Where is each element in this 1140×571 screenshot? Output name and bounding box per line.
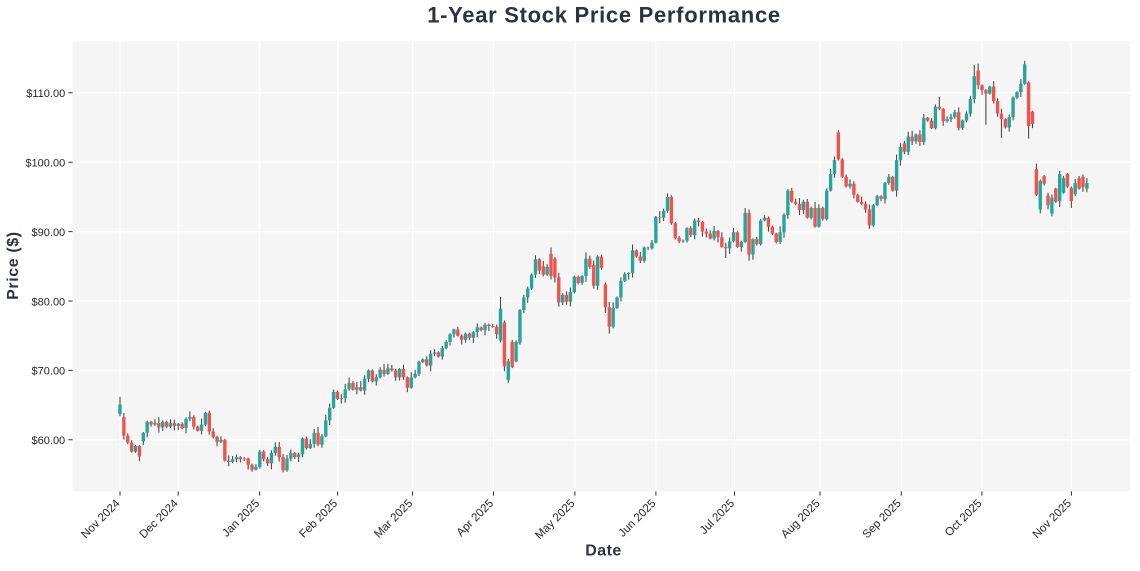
svg-text:Jul 2025: Jul 2025 bbox=[698, 498, 737, 537]
svg-text:Nov 2025: Nov 2025 bbox=[1031, 498, 1074, 541]
svg-text:$60.00: $60.00 bbox=[32, 435, 66, 447]
svg-text:Date: Date bbox=[585, 543, 621, 560]
svg-text:May 2025: May 2025 bbox=[533, 498, 577, 542]
svg-text:Jan 2025: Jan 2025 bbox=[220, 498, 262, 540]
svg-text:Oct 2025: Oct 2025 bbox=[943, 498, 984, 539]
svg-text:$100.00: $100.00 bbox=[25, 158, 65, 170]
svg-text:$80.00: $80.00 bbox=[32, 296, 66, 308]
svg-text:Aug 2025: Aug 2025 bbox=[779, 498, 822, 541]
svg-text:$90.00: $90.00 bbox=[32, 227, 66, 239]
svg-text:Price ($): Price ($) bbox=[5, 231, 22, 300]
svg-text:1-Year Stock Price Performance: 1-Year Stock Price Performance bbox=[427, 3, 781, 28]
svg-text:Dec 2024: Dec 2024 bbox=[138, 497, 182, 541]
svg-text:Nov 2024: Nov 2024 bbox=[79, 497, 123, 541]
svg-text:Mar 2025: Mar 2025 bbox=[372, 498, 415, 541]
svg-text:$70.00: $70.00 bbox=[32, 366, 66, 378]
svg-text:$110.00: $110.00 bbox=[26, 88, 65, 100]
svg-text:Apr 2025: Apr 2025 bbox=[455, 498, 496, 539]
svg-text:Sep 2025: Sep 2025 bbox=[861, 498, 904, 541]
svg-text:Feb 2025: Feb 2025 bbox=[297, 498, 340, 541]
svg-text:Jun 2025: Jun 2025 bbox=[617, 498, 659, 540]
